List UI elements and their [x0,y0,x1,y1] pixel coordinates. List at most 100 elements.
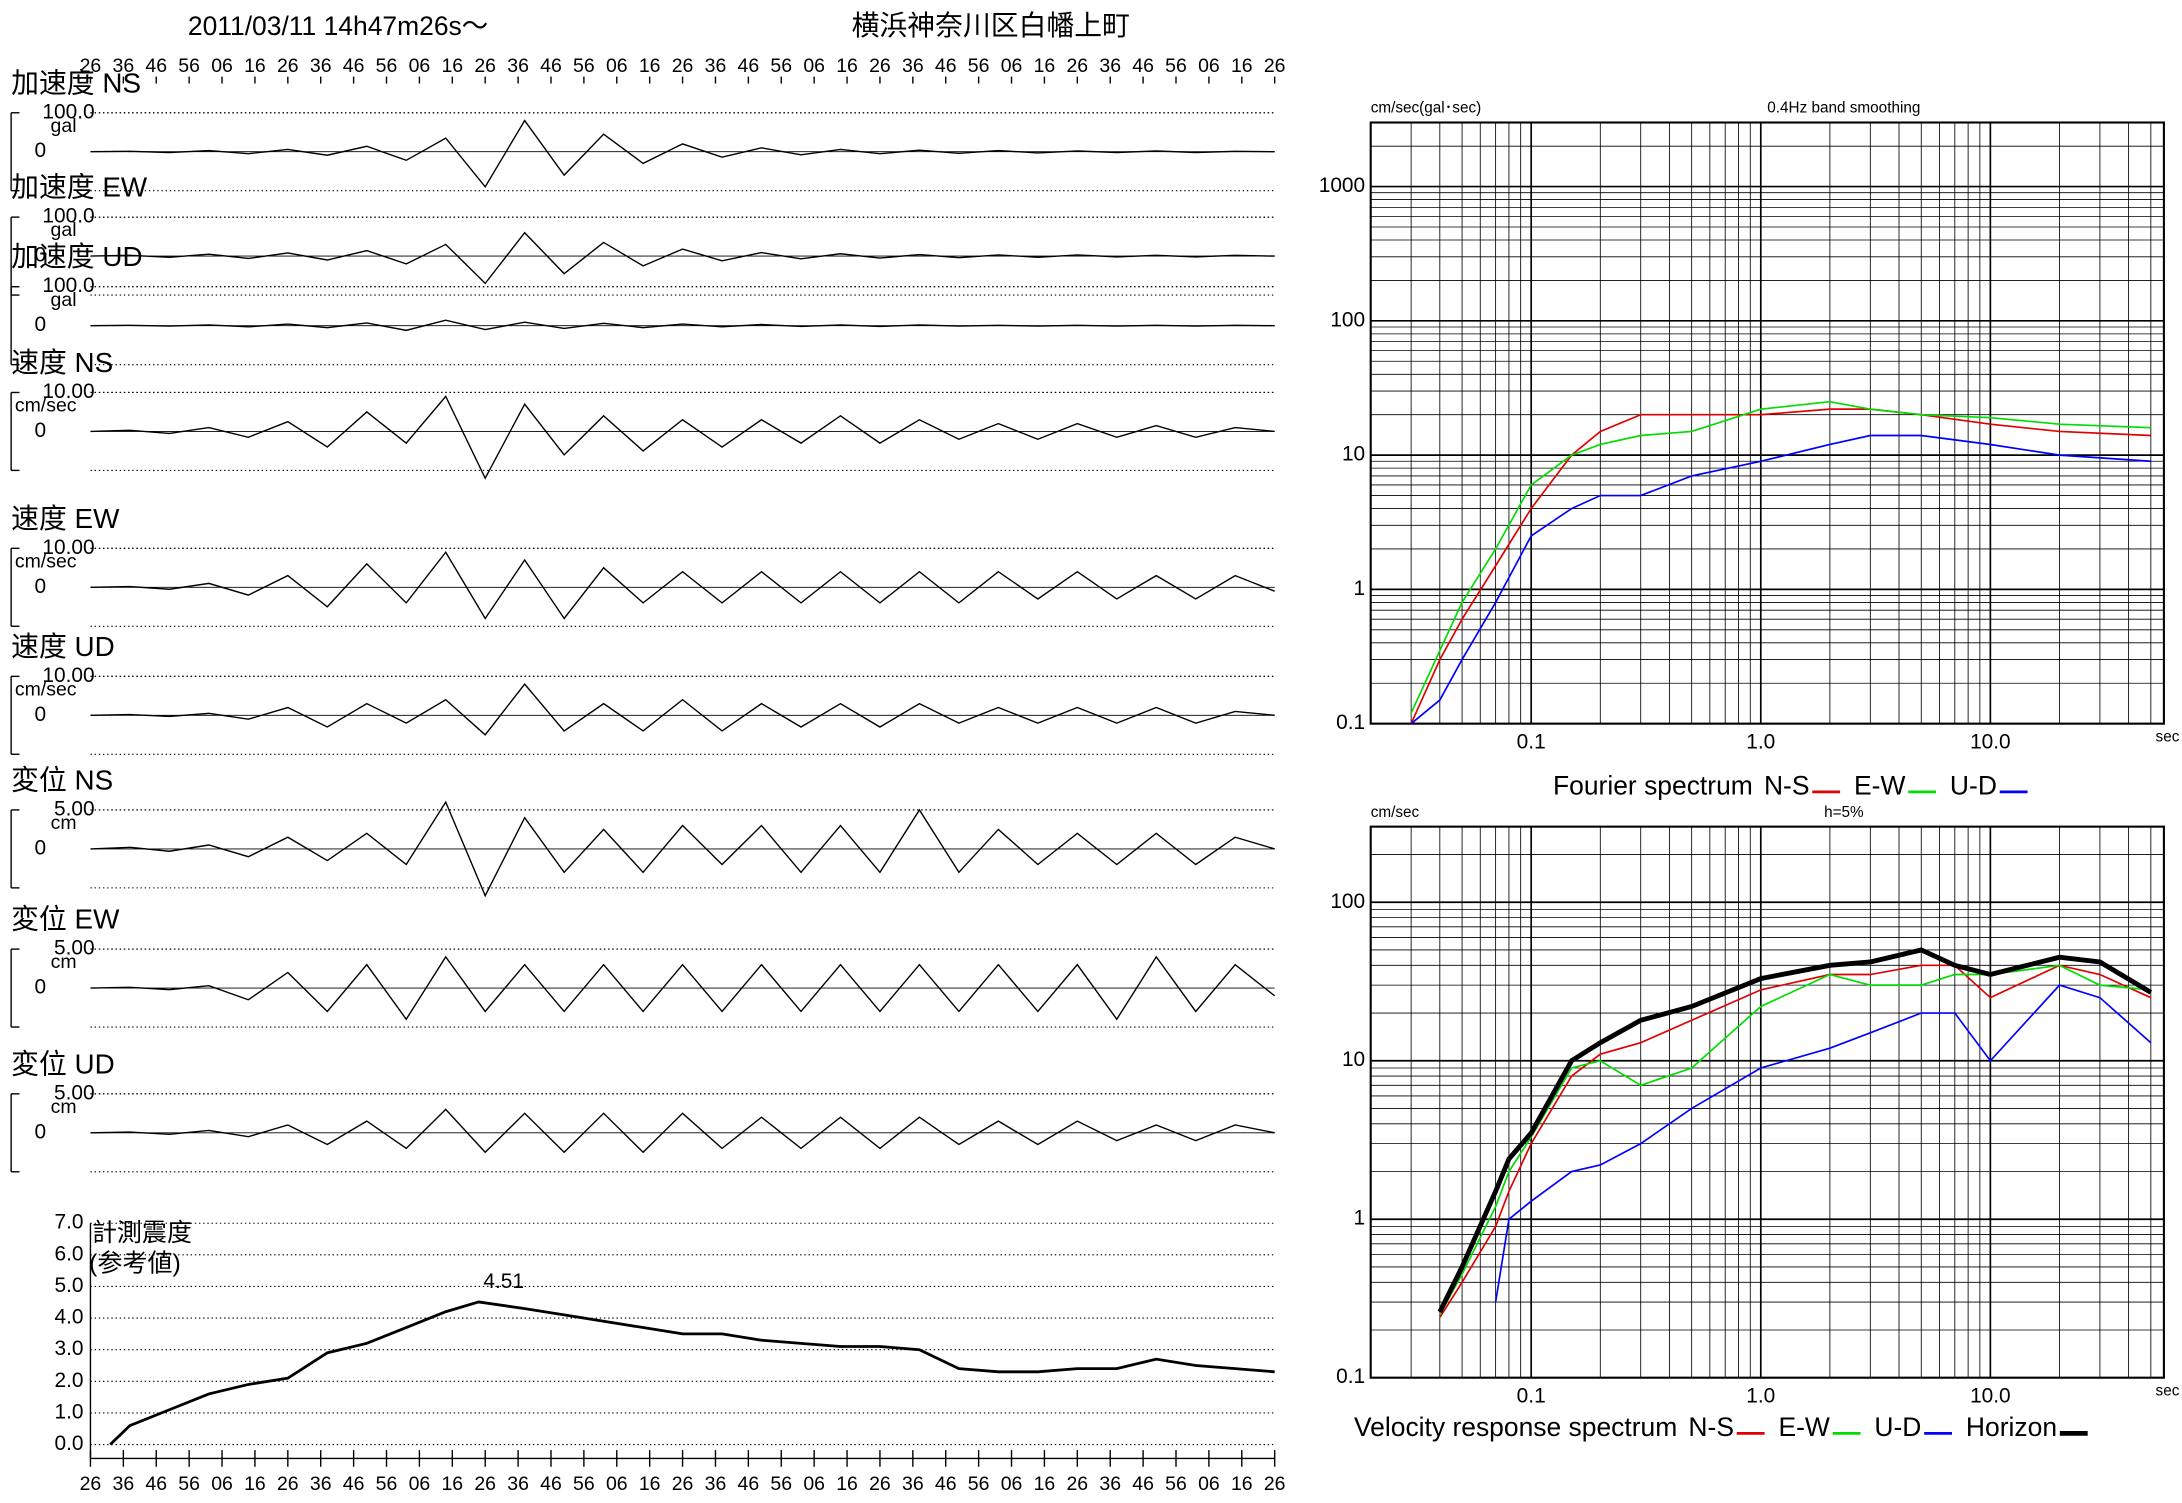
x-tick-label: 26 [80,1473,102,1495]
x-tick-label: 0.1 [1517,1385,1546,1408]
legend-label: E-W [1778,1412,1829,1442]
y-tick-label: 5.00 [54,797,95,820]
legend-label: E-W [1854,771,1905,801]
series-line [1410,408,2151,725]
x-tick-label: 36 [902,55,924,77]
waveform-trace [90,119,1275,189]
y-tick-label: 100 [1330,308,1365,331]
waveform-trace [90,955,1276,1021]
x-tick-label: 26 [80,55,102,77]
x-tick-label: 56 [573,1473,595,1495]
y-tick-label: 3.0 [54,1337,83,1360]
panel-title: 加速度 UD [11,241,142,272]
y-tick-label: 10.00 [42,380,94,403]
x-tick-label: 16 [639,55,661,77]
x-tick-label: 16 [1034,1473,1056,1495]
panel-title: 速度 NS [11,347,113,378]
x-tick-label: 36 [113,1473,135,1495]
series-line [1439,964,2151,1316]
x-tick-label: 1.0 [1746,1385,1775,1408]
x-tick-label: 56 [1165,1473,1187,1495]
x-tick-label: 06 [803,55,825,77]
x-tick-label: 56 [968,55,990,77]
panel-title: 変位 EW [11,904,120,935]
x-tick-label: 46 [1132,55,1154,77]
x-tick-label: 16 [244,1473,266,1495]
x-tick-label: 06 [606,1473,628,1495]
x-tick-label: 16 [639,1473,661,1495]
panel-title: 速度 UD [11,631,115,662]
series-line [1410,434,2151,725]
x-tick-label: 46 [540,1473,562,1495]
waveform-trace [90,319,1275,332]
y-tick-label: 4.0 [54,1306,83,1329]
unit-label: cm/sec [15,395,77,417]
x-tick-label: 56 [178,1473,200,1495]
x-tick-label: 06 [211,55,233,77]
x-tick-label: 26 [277,1473,299,1495]
x-tick-label: 26 [1264,55,1286,77]
y-tick-label: 0 [35,1120,47,1143]
series-line [1439,964,2152,1318]
y-tick-label: 1 [1354,577,1366,600]
unit-label: cm [51,951,77,973]
x-tick-label: 36 [507,1473,529,1495]
x-tick-label: 46 [540,55,562,77]
series-line [1437,947,2153,1314]
legend-label: U-D [1950,771,1997,801]
panel-title: 加速度 EW [11,172,148,203]
x-tick-label: 16 [244,55,266,77]
y-tick-label: 5.00 [54,1081,95,1104]
x-tick-label: 0.1 [1517,731,1546,754]
x-tick-label: 36 [1099,55,1121,77]
x-tick-label: 56 [376,55,398,77]
x-tick-label: 56 [573,55,595,77]
intensity-subtitle: (参考値) [89,1250,181,1278]
x-tick-label: 36 [507,55,529,77]
x-tick-label: 46 [145,55,167,77]
legend-title: Fourier spectrum [1553,771,1753,801]
y-tick-label: 100.0 [42,274,94,297]
y-tick-label: 100 [1330,890,1365,913]
y-tick-label: 10.00 [42,536,94,559]
peak-label: 4.51 [483,1270,524,1293]
waveform-trace [90,550,1275,620]
x-tick-label: 36 [310,55,332,77]
x-tick-label: 06 [803,1473,825,1495]
y-tick-label: 0 [35,575,47,598]
x-tick-label: 46 [935,1473,957,1495]
y-axis-label: cm/sec(gal･sec) [1371,100,1482,117]
y-tick-label: 5.0 [54,1274,83,1297]
x-tick-label: 16 [441,55,463,77]
x-axis-label: sec [2156,1383,2180,1400]
x-tick-label: 26 [1264,1473,1286,1495]
x-tick-label: 36 [705,1473,727,1495]
x-tick-label: 46 [145,1473,167,1495]
x-tick-label: 06 [606,55,628,77]
y-tick-label: 1000 [1319,174,1365,197]
panel-title: 速度 EW [11,503,120,534]
legend-label: Horizon [1966,1412,2057,1442]
y-tick-label: 100.0 [42,205,94,228]
unit-label: gal [51,219,77,241]
x-tick-label: 36 [113,55,135,77]
x-tick-label: 16 [1231,1473,1253,1495]
y-tick-label: 0 [35,836,47,859]
x-tick-label: 56 [770,1473,792,1495]
unit-label: cm/sec [15,550,77,572]
x-axis-label: sec [2156,729,2180,746]
x-tick-label: 26 [474,1473,496,1495]
chart-title: h=5% [1824,804,1864,821]
y-tick-label: 10 [1342,443,1365,466]
x-tick-label: 06 [1001,1473,1023,1495]
y-tick-label: 1 [1354,1207,1366,1230]
record-datetime: 2011/03/11 14h47m26s～ [188,11,488,41]
x-tick-label: 46 [343,55,365,77]
legend-title: Velocity response spectrum [1354,1412,1677,1442]
x-tick-label: 10.0 [1970,1385,2011,1408]
waveform-trace [90,1108,1275,1154]
x-tick-label: 1.0 [1746,731,1775,754]
waveform-trace [90,683,1275,736]
